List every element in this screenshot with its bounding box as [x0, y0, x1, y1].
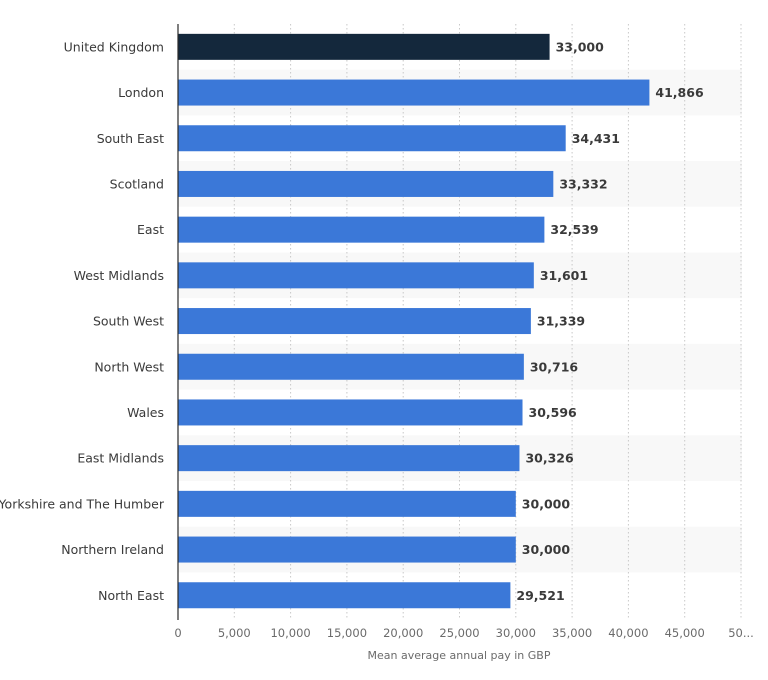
category-label-north-east: North East	[98, 588, 164, 603]
x-tick-label: 35,000	[552, 626, 592, 640]
x-tick-label: 10,000	[270, 626, 310, 640]
value-label-east-midlands: 30,326	[525, 451, 574, 466]
category-label-northern-ireland: Northern Ireland	[61, 542, 164, 557]
bar-yorkshire-and-the-humber[interactable]	[178, 490, 516, 517]
bar-united-kingdom[interactable]	[178, 33, 550, 60]
category-label-london: London	[118, 85, 164, 100]
category-label-west-midlands: West Midlands	[74, 268, 164, 283]
category-label-united-kingdom: United Kingdom	[64, 39, 164, 54]
value-label-scotland: 33,332	[559, 176, 607, 191]
value-label-yorkshire-and-the-humber: 30,000	[522, 496, 571, 511]
value-label-west-midlands: 31,601	[540, 268, 588, 283]
value-label-wales: 30,596	[529, 405, 578, 420]
bar-west-midlands[interactable]	[178, 262, 534, 289]
category-label-east-midlands: East Midlands	[77, 451, 164, 466]
x-tick-label: 15,000	[327, 626, 367, 640]
bar-london[interactable]	[178, 79, 650, 106]
value-label-south-west: 31,339	[537, 314, 585, 329]
x-tick-label: 5,000	[218, 626, 251, 640]
value-label-east: 32,539	[550, 222, 598, 237]
category-label-wales: Wales	[127, 405, 164, 420]
x-tick-label: 25,000	[439, 626, 479, 640]
value-label-northern-ireland: 30,000	[522, 542, 571, 557]
bar-east-midlands[interactable]	[178, 445, 520, 472]
category-label-north-west: North West	[94, 359, 164, 374]
bar-south-east[interactable]	[178, 125, 566, 152]
value-label-london: 41,866	[655, 85, 704, 100]
x-tick-label: 50...	[728, 626, 754, 640]
x-axis-title: Mean average annual pay in GBP	[368, 649, 551, 662]
category-label-east: East	[137, 222, 164, 237]
value-label-united-kingdom: 33,000	[556, 39, 605, 54]
x-tick-label: 20,000	[383, 626, 423, 640]
bar-north-east[interactable]	[178, 582, 511, 609]
value-label-south-east: 34,431	[572, 131, 620, 146]
bar-north-west[interactable]	[178, 353, 524, 380]
x-tick-label: 45,000	[665, 626, 705, 640]
bar-east[interactable]	[178, 216, 545, 243]
category-label-scotland: Scotland	[110, 176, 164, 191]
bar-northern-ireland[interactable]	[178, 536, 516, 563]
bar-south-west[interactable]	[178, 308, 531, 335]
x-tick-label: 40,000	[608, 626, 648, 640]
x-tick-label: 0	[174, 626, 181, 640]
category-label-south-west: South West	[93, 314, 164, 329]
value-label-north-west: 30,716	[530, 359, 579, 374]
x-tick-label: 30,000	[496, 626, 536, 640]
bar-wales[interactable]	[178, 399, 523, 426]
category-label-yorkshire-and-the-humber: Yorkshire and The Humber	[0, 496, 165, 511]
category-label-south-east: South East	[97, 131, 164, 146]
value-label-north-east: 29,521	[516, 588, 564, 603]
bar-scotland[interactable]	[178, 170, 554, 197]
